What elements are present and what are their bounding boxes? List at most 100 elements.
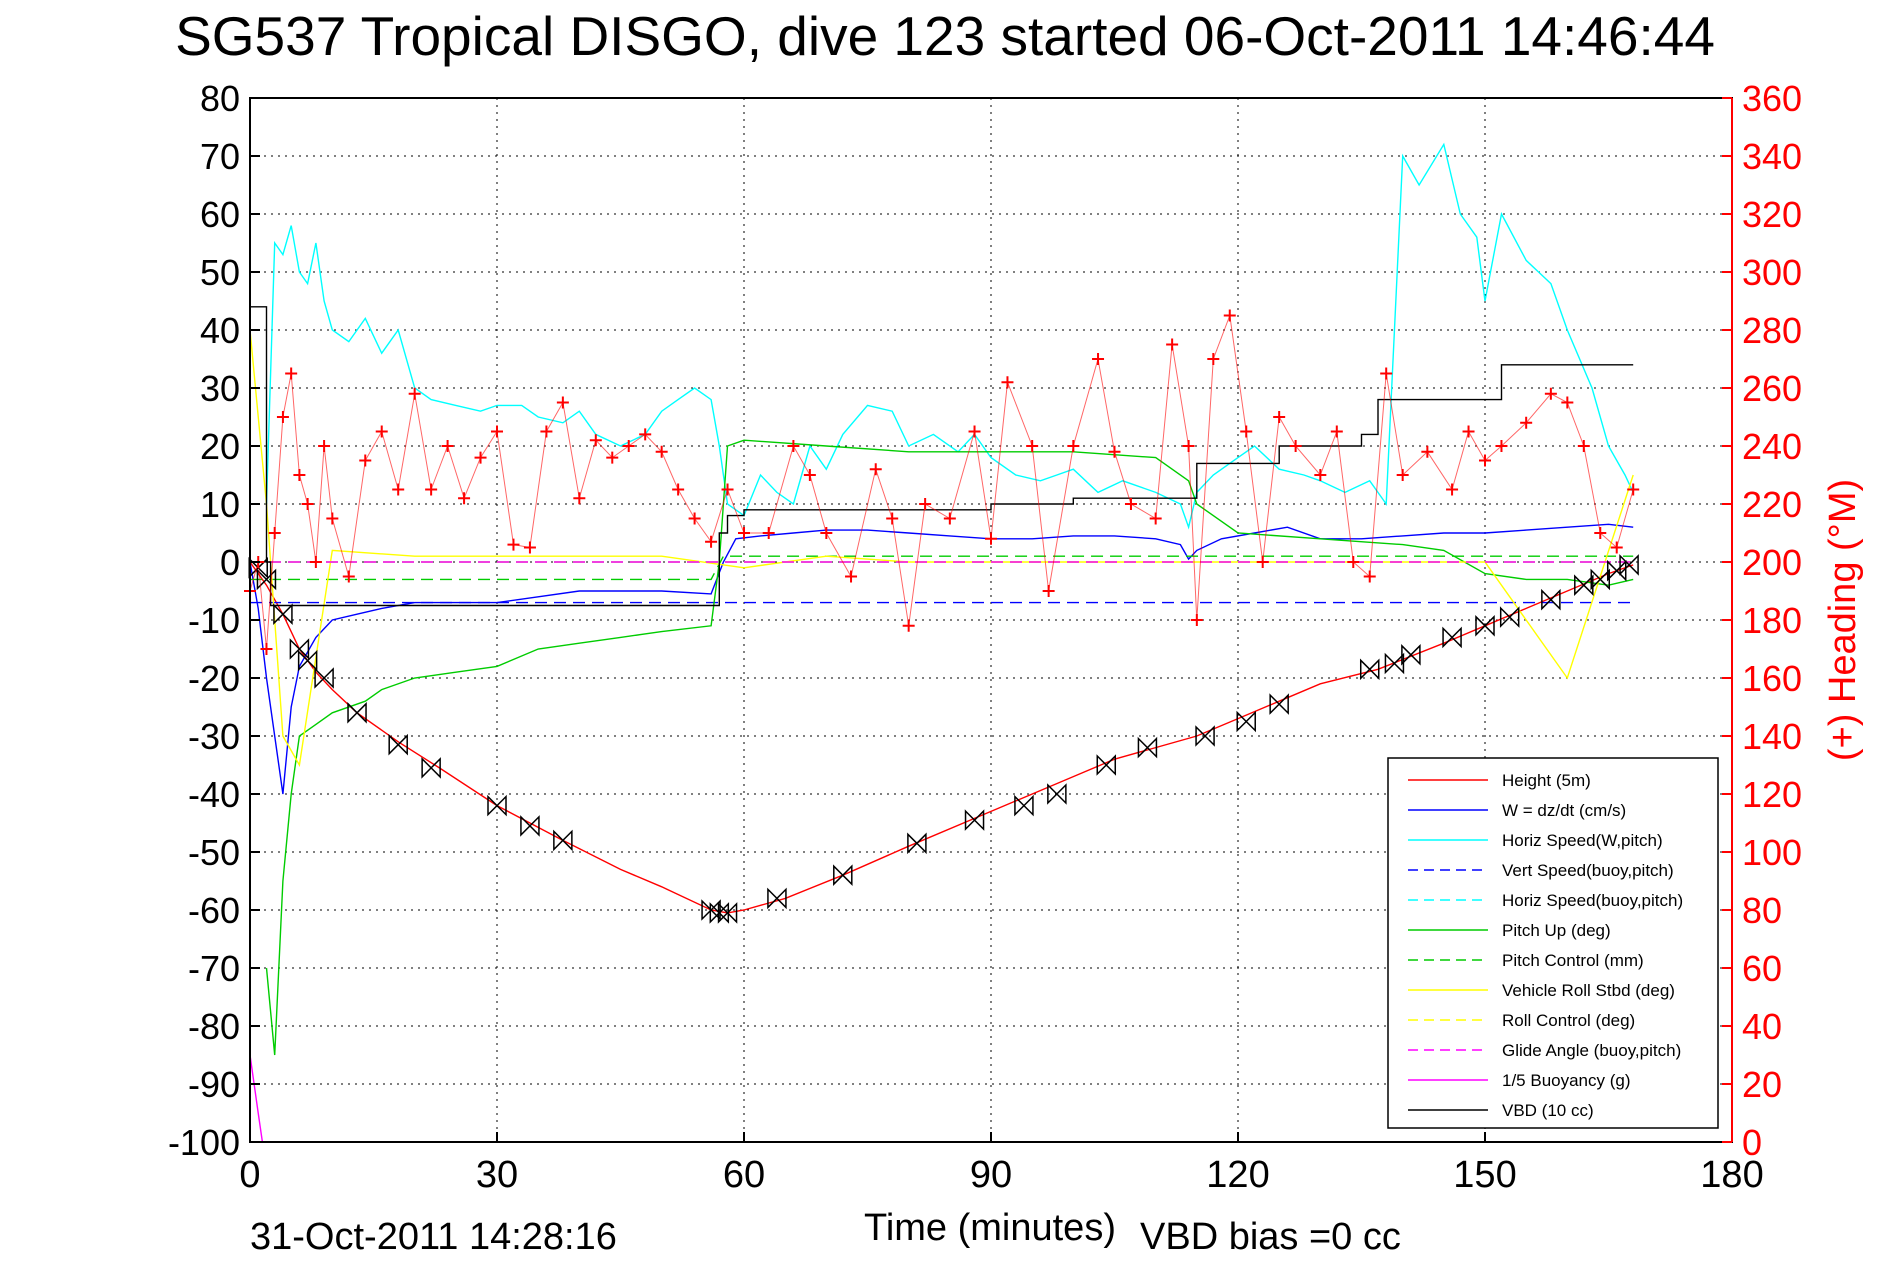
x-tick-label: 90: [970, 1154, 1012, 1196]
heading-point: [762, 527, 775, 539]
heading-point: [1026, 440, 1039, 452]
y2-tick-label: 300: [1742, 252, 1802, 293]
heading-point: [1067, 440, 1080, 452]
heading-point: [1042, 585, 1055, 597]
heading-point: [1610, 541, 1623, 554]
heading-series: [244, 309, 1640, 655]
heading-point: [589, 434, 602, 447]
heading-point: [1124, 498, 1137, 510]
y-tick-label: -40: [188, 774, 240, 815]
height-marker: [1475, 614, 1495, 637]
heading-point: [276, 411, 289, 423]
heading-point: [523, 541, 536, 554]
height-marker: [717, 902, 738, 924]
heading-point: [1314, 469, 1327, 481]
heading-point: [1273, 411, 1286, 423]
heading-point: [441, 440, 454, 452]
legend-box: [1387, 757, 1719, 1129]
heading-point: [301, 498, 314, 510]
y2-tick-label: 220: [1742, 484, 1802, 525]
heading-point: [787, 440, 800, 452]
heading-point: [655, 445, 668, 458]
heading-point: [968, 425, 981, 438]
y2-tick-label: 120: [1742, 774, 1802, 815]
heading-point: [309, 556, 322, 568]
heading-point: [1190, 614, 1203, 626]
y2-tick-label: 80: [1742, 890, 1782, 931]
y2-tick-label: 140: [1742, 716, 1802, 757]
height-marker: [1269, 693, 1289, 715]
heading-point: [1347, 556, 1360, 568]
height-marker: [1014, 794, 1034, 817]
y-tick-label: -90: [188, 1064, 240, 1105]
height-marker: [1137, 736, 1158, 759]
y2-tick-label: 60: [1742, 948, 1782, 989]
y2-tick-label: 200: [1742, 542, 1802, 583]
y2-tick-label: 280: [1742, 310, 1802, 351]
x-axis-label: Time (minutes): [864, 1207, 1116, 1249]
heading-point: [375, 425, 388, 438]
height-marker: [1236, 710, 1256, 733]
height-marker: [421, 757, 441, 779]
height-marker: [347, 701, 367, 724]
y2-tick-label: 40: [1742, 1006, 1782, 1047]
heading-point: [869, 463, 882, 476]
series-lines: [249, 142, 1634, 1143]
heading-point: [672, 483, 685, 496]
height-marker: [273, 603, 293, 626]
heading-point: [1001, 376, 1014, 389]
legend-label: Pitch Up (deg): [1502, 921, 1611, 940]
legend-items: Height (5m) W = dz/dt (cm/s) Horiz Speed(W…: [1408, 771, 1683, 1120]
heading-point: [688, 512, 701, 525]
height-marker: [1047, 783, 1067, 805]
heading-point: [1446, 483, 1459, 496]
series-line-6: [250, 555, 1634, 581]
y-tick-label: 0: [220, 542, 240, 583]
y-tick-label: 30: [200, 368, 240, 409]
heading-point: [556, 396, 569, 409]
y-tick-label: 50: [200, 252, 240, 293]
heading-point: [342, 570, 355, 583]
height-marker: [701, 899, 721, 921]
height-marker: [487, 794, 507, 817]
heading-point: [622, 440, 635, 452]
heading-point: [705, 535, 718, 548]
timestamp-label: 31-Oct-2011 14:28:16: [250, 1216, 617, 1258]
heading-point: [1092, 353, 1105, 365]
y-tick-label: -10: [188, 600, 240, 641]
heading-point: [1330, 425, 1343, 438]
heading-point: [1479, 454, 1491, 467]
height-marker: [1499, 606, 1520, 628]
height-marker: [314, 667, 334, 689]
heading-point: [985, 532, 997, 545]
chart-title: SG537 Tropical DISGO, dive 123 started 0…: [175, 5, 1715, 67]
legend-label: 1/5 Buoyancy (g): [1502, 1071, 1631, 1090]
height-marker: [1195, 725, 1215, 747]
vbd-bias-note: VBD bias =0 cc: [1140, 1216, 1401, 1258]
y-tick-label: -80: [188, 1006, 240, 1047]
series-line-2: [265, 142, 1634, 530]
heading-point: [803, 469, 816, 481]
legend-label: VBD (10 cc): [1502, 1101, 1594, 1120]
height-marker: [1574, 574, 1594, 597]
legend-label: Horiz Speed(W,pitch): [1502, 831, 1663, 850]
y2-tick-label: 260: [1742, 368, 1802, 409]
height-marker: [297, 649, 318, 672]
series-line-10: [249, 1054, 264, 1143]
height-marker: [1442, 626, 1462, 649]
heading-point: [820, 527, 833, 539]
heading-point: [1495, 440, 1508, 452]
heading-point: [1256, 556, 1269, 568]
y-tick-label: 80: [200, 78, 240, 119]
heading-point: [540, 425, 553, 438]
height-marker: [907, 832, 927, 855]
legend-label: Horiz Speed(buoy,pitch): [1502, 891, 1683, 910]
y-tick-label: 60: [200, 194, 240, 235]
height-markers: [248, 554, 1639, 924]
height-marker: [1096, 754, 1117, 776]
height-marker: [1619, 554, 1639, 576]
y-tick-label: 70: [200, 136, 240, 177]
heading-point: [1594, 527, 1607, 539]
height-marker: [289, 638, 310, 660]
legend-label: Roll Control (deg): [1502, 1011, 1635, 1030]
